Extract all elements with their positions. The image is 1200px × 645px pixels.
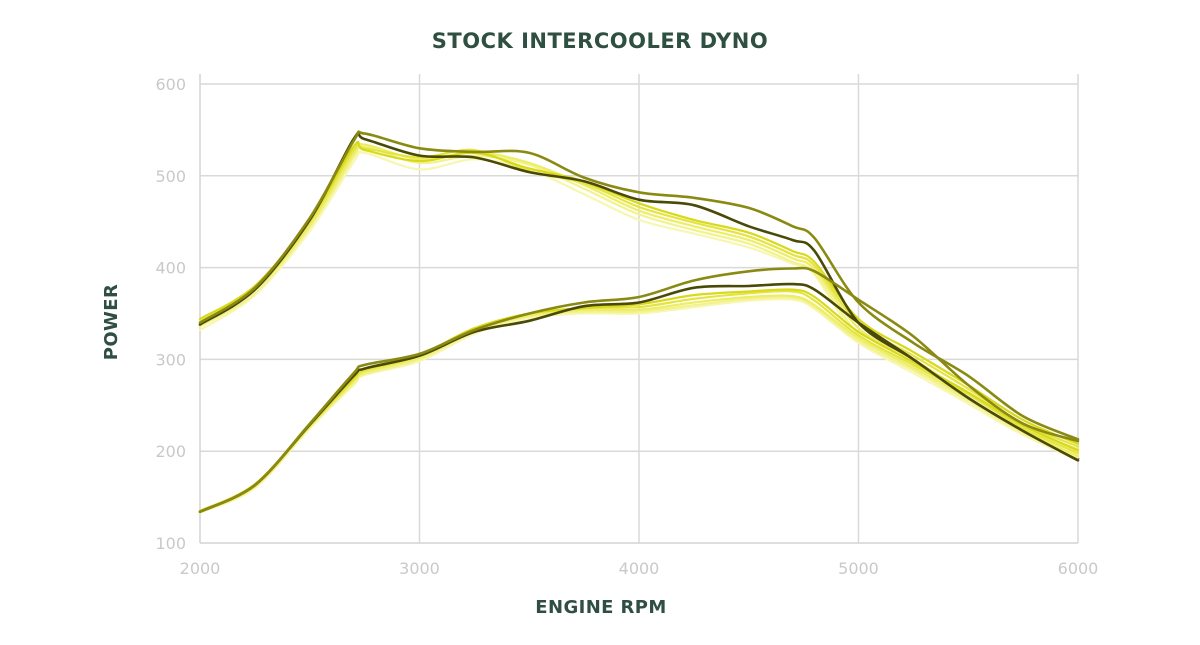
grid [200, 74, 1079, 543]
lower-curve-line-13 [198, 282, 1080, 514]
x-axis-title: ENGINE RPM [535, 597, 666, 618]
upper-curve-line-7 [198, 130, 1080, 441]
lower-curve-line-11 [198, 290, 1080, 512]
y-tick-label: 600 [155, 75, 186, 94]
series-lines [198, 130, 1080, 514]
lower-curve-line-10 [198, 294, 1080, 513]
lower-curve-line-8 [198, 298, 1080, 514]
x-tick-label: 2000 [180, 559, 221, 578]
y-tick-label: 400 [155, 259, 186, 278]
y-tick-label: 200 [155, 442, 186, 461]
lower-curve-line-14 [198, 266, 1080, 514]
axes [199, 74, 1078, 544]
y-axis-title: POWER [101, 284, 122, 361]
lower-curve-line-9 [198, 296, 1080, 513]
y-tick-label: 300 [155, 350, 186, 369]
x-tick-label: 6000 [1058, 559, 1099, 578]
x-tick-label: 4000 [619, 559, 660, 578]
chart-title: STOCK INTERCOOLER DYNO [432, 29, 768, 53]
x-tick-label: 5000 [838, 559, 879, 578]
upper-curve-line-4 [198, 142, 1080, 448]
y-tick-label: 100 [155, 534, 186, 553]
y-tick-label: 500 [155, 167, 186, 186]
tick-labels: 100 200 300 400 500 600 2000 3000 4000 5000 6000 [155, 75, 1098, 578]
x-tick-label: 3000 [399, 559, 440, 578]
upper-curve-line-5 [198, 140, 1080, 445]
